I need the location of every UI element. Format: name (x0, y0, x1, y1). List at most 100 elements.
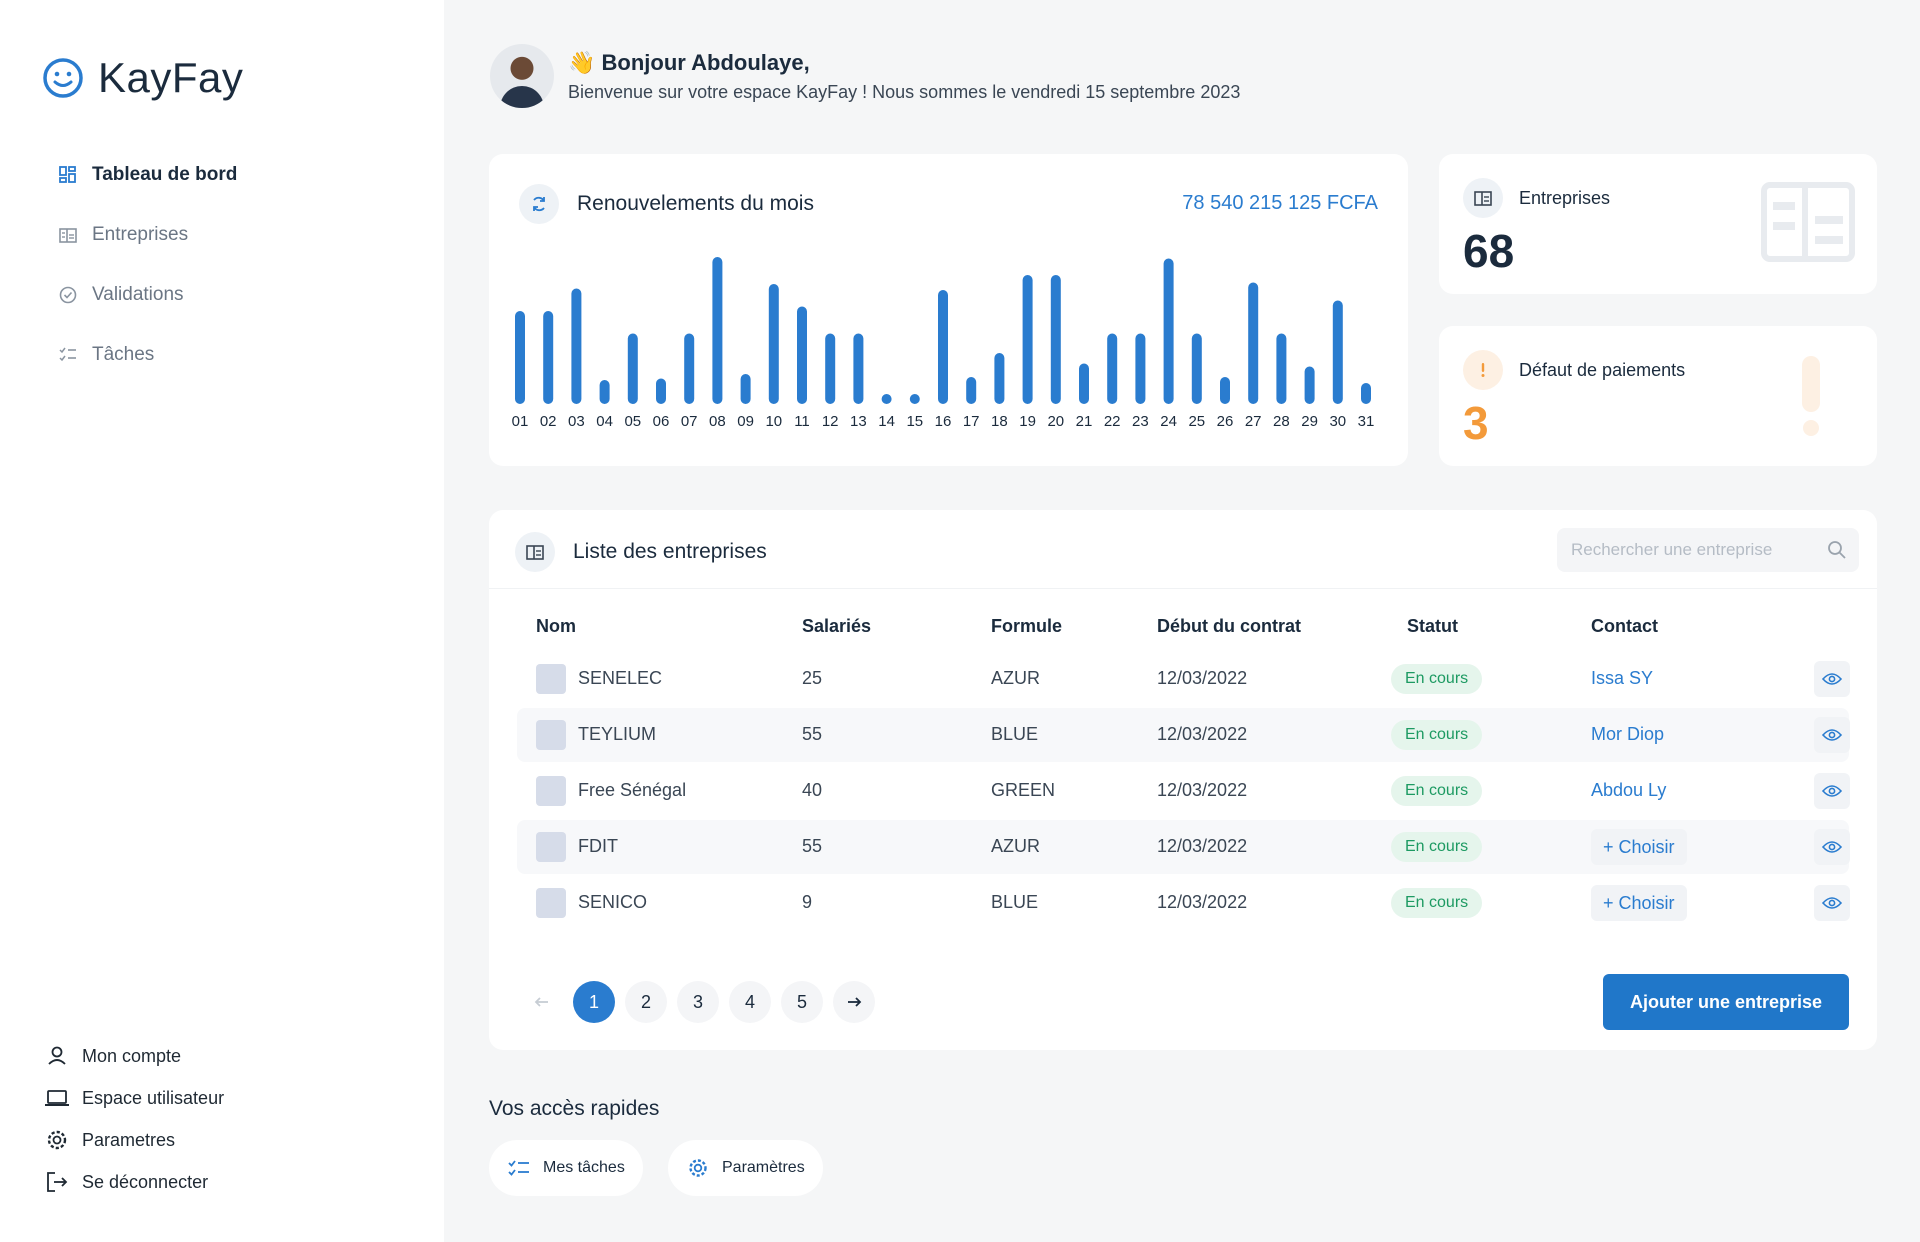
column-header-name[interactable]: Nom (536, 616, 576, 636)
settings-link[interactable]: Parametres (44, 1119, 224, 1161)
status-badge: En cours (1391, 832, 1483, 862)
avatar[interactable] (490, 44, 554, 108)
user-space-link[interactable]: Espace utilisateur (44, 1077, 224, 1119)
previous-page-button[interactable] (521, 981, 563, 1023)
sidebar-item-validations[interactable]: Validations (58, 265, 237, 325)
contact-link[interactable]: Issa SY (1591, 668, 1654, 688)
page-button-2[interactable]: 2 (625, 981, 667, 1023)
bar-19[interactable] (1022, 275, 1033, 404)
column-header-plan[interactable]: Formule (991, 616, 1063, 636)
table-row[interactable]: Free Sénégal 40 GREEN 12/03/2022 En cour… (517, 764, 1850, 818)
company-logo (536, 664, 566, 694)
arrow-right-icon (848, 997, 862, 1007)
app-logo[interactable]: KayFay (42, 54, 243, 102)
bar-30[interactable] (1332, 300, 1343, 405)
plan: AZUR (991, 668, 1040, 688)
bar-25[interactable] (1191, 333, 1202, 405)
account-link[interactable]: Mon compte (44, 1035, 224, 1077)
table-row[interactable]: SENICO 9 BLUE 12/03/2022 En cours + Choi… (517, 876, 1850, 930)
companies-stat-card[interactable]: Entreprises 68 (1439, 154, 1877, 294)
bar-14[interactable] (881, 394, 892, 404)
bar-17[interactable] (966, 377, 977, 404)
bar-24[interactable] (1163, 258, 1174, 405)
sidebar-item-tasks[interactable]: Tâches (58, 325, 237, 385)
welcome-subtitle: Bienvenue sur votre espace KayFay ! Nous… (568, 81, 1241, 102)
sidebar: KayFay Tableau de bord Entreprises (0, 0, 444, 1242)
x-tick-label: 19 (1019, 413, 1036, 430)
company-name: Free Sénégal (578, 780, 687, 800)
building-icon (515, 532, 555, 572)
column-header-start-date[interactable]: Début du contrat (1157, 616, 1301, 636)
page-button-1[interactable]: 1 (573, 981, 615, 1023)
user-icon (48, 1046, 66, 1065)
x-tick-label: 28 (1273, 413, 1290, 430)
bar-20[interactable] (1050, 275, 1061, 404)
x-tick-label: 01 (512, 413, 529, 430)
table-row[interactable]: TEYLIUM 55 BLUE 12/03/2022 En cours Mor … (517, 708, 1850, 762)
bar-15[interactable] (909, 394, 920, 404)
bar-09[interactable] (740, 374, 751, 404)
add-company-button[interactable]: Ajouter une entreprise (1603, 974, 1849, 1030)
view-button[interactable] (1814, 773, 1850, 809)
bar-29[interactable] (1304, 366, 1315, 405)
bar-10[interactable] (768, 284, 779, 404)
quick-access-tasks[interactable]: Mes tâches (489, 1140, 643, 1196)
bar-12[interactable] (825, 333, 836, 405)
table-row[interactable]: SENELEC 25 AZUR 12/03/2022 En cours Issa… (517, 652, 1850, 706)
payment-defaults-stat-card[interactable]: Défaut de paiements 3 (1439, 326, 1877, 466)
bar-18[interactable] (994, 353, 1005, 404)
x-tick-label: 21 (1076, 413, 1093, 430)
company-search-input[interactable] (1557, 528, 1859, 572)
contact-link[interactable]: Abdou Ly (1591, 780, 1667, 800)
page-button-4[interactable]: 4 (729, 981, 771, 1023)
bar-27[interactable] (1248, 282, 1259, 405)
sidebar-item-dashboard[interactable]: Tableau de bord (58, 145, 237, 205)
arrow-left-icon (534, 997, 548, 1007)
view-button[interactable] (1814, 661, 1850, 697)
page-button-5[interactable]: 5 (781, 981, 823, 1023)
bar-08[interactable] (712, 257, 723, 404)
quick-access-settings[interactable]: Paramètres (668, 1140, 823, 1196)
contact-link[interactable]: Mor Diop (1591, 724, 1665, 744)
bar-16[interactable] (938, 290, 948, 404)
bar-02[interactable] (543, 311, 554, 404)
bar-31[interactable] (1361, 383, 1371, 404)
view-button[interactable] (1814, 885, 1850, 921)
bar-26[interactable] (1220, 377, 1230, 404)
view-button[interactable] (1814, 829, 1850, 865)
column-header-status[interactable]: Statut (1407, 616, 1458, 636)
bar-21[interactable] (1079, 363, 1089, 405)
building-icon (1463, 178, 1503, 218)
bar-04[interactable] (599, 380, 610, 404)
employee-count: 9 (802, 892, 813, 912)
column-header-employees[interactable]: Salariés (802, 616, 872, 636)
bar-07[interactable] (684, 333, 695, 405)
bar-01[interactable] (515, 311, 525, 404)
choose-contact-button[interactable]: + Choisir (1591, 885, 1687, 921)
search-icon[interactable] (1827, 540, 1847, 560)
bar-13[interactable] (853, 333, 864, 405)
column-header-contact[interactable]: Contact (1591, 616, 1658, 636)
table-row[interactable]: FDIT 55 AZUR 12/03/2022 En cours + Chois… (517, 820, 1850, 874)
view-button[interactable] (1814, 717, 1850, 753)
bar-03[interactable] (571, 288, 582, 405)
app-name: KayFay (98, 54, 244, 101)
bar-28[interactable] (1276, 333, 1287, 405)
page-button-3[interactable]: 3 (677, 981, 719, 1023)
bar-23[interactable] (1135, 333, 1146, 405)
next-page-button[interactable] (833, 981, 875, 1023)
sidebar-item-label: Tableau de bord (92, 164, 238, 185)
company-name: SENICO (578, 892, 648, 912)
bar-06[interactable] (656, 378, 666, 405)
payment-defaults-value: 3 (1463, 397, 1489, 449)
greeting-text: Bonjour Abdoulaye, (601, 49, 810, 75)
bar-22[interactable] (1107, 333, 1118, 405)
x-tick-label: 05 (624, 413, 641, 430)
bar-05[interactable] (627, 333, 638, 405)
settings-label: Parametres (82, 1129, 176, 1150)
x-tick-label: 22 (1104, 413, 1121, 430)
logout-link[interactable]: Se déconnecter (44, 1161, 224, 1203)
bar-11[interactable] (797, 306, 807, 405)
choose-contact-button[interactable]: + Choisir (1591, 829, 1687, 865)
sidebar-item-companies[interactable]: Entreprises (58, 205, 237, 265)
